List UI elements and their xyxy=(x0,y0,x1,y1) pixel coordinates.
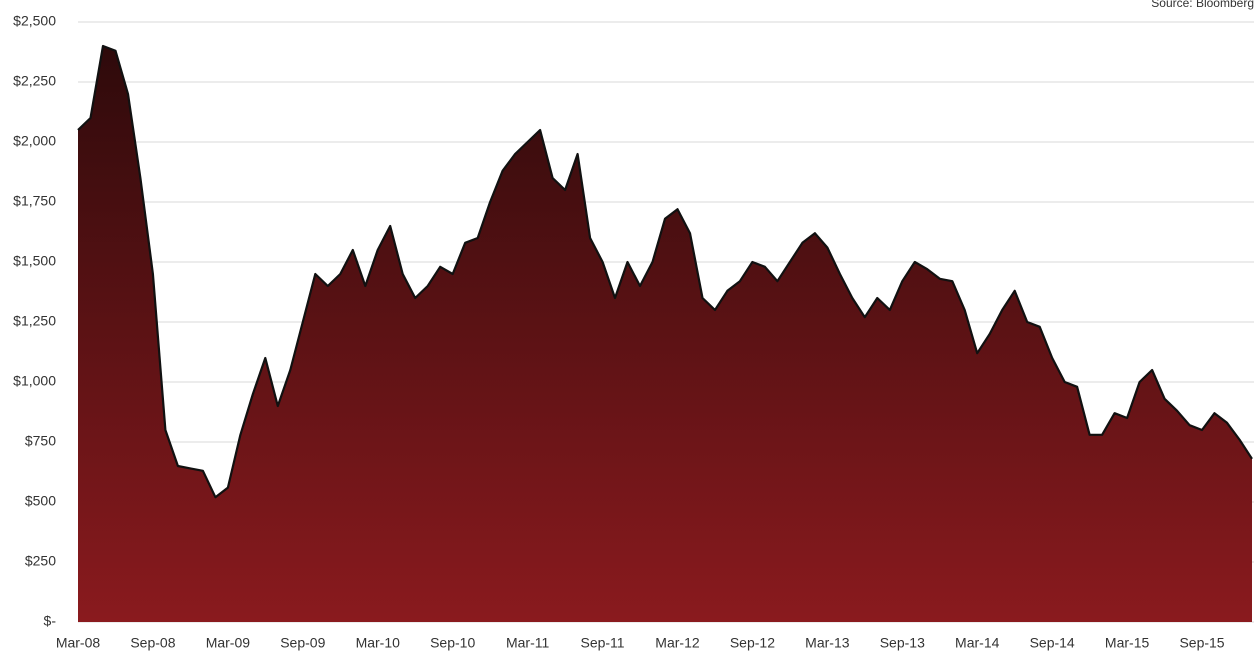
y-tick-label: $2,500 xyxy=(13,13,56,29)
x-tick-label: Mar-08 xyxy=(56,635,101,651)
x-tick-label: Sep-09 xyxy=(280,635,325,651)
line xyxy=(77,44,1253,499)
y-tick-label: $500 xyxy=(25,493,56,509)
source-note: Source: Bloomberg xyxy=(1151,0,1254,10)
y-tick-label: $1,500 xyxy=(13,253,56,269)
x-tick-label: Sep-13 xyxy=(880,635,925,651)
y-tick-label: $2,250 xyxy=(13,73,56,89)
y-tick-label: $1,750 xyxy=(13,193,56,209)
x-tick-label: Sep-08 xyxy=(130,635,175,651)
x-tick-label: Mar-12 xyxy=(655,635,700,651)
y-tick-label: $1,000 xyxy=(13,373,56,389)
area xyxy=(78,46,1252,622)
x-tick-label: Sep-15 xyxy=(1179,635,1224,651)
x-tick-label: Mar-15 xyxy=(1105,635,1150,651)
x-tick-label: Mar-10 xyxy=(356,635,401,651)
x-tick-label: Sep-12 xyxy=(730,635,775,651)
y-tick-label: $2,000 xyxy=(13,133,56,149)
x-tick-label: Sep-10 xyxy=(430,635,475,651)
y-tick-label: $1,250 xyxy=(13,313,56,329)
y-tick-label: $750 xyxy=(25,433,56,449)
x-tick-label: Mar-14 xyxy=(955,635,1000,651)
x-tick-label: Sep-14 xyxy=(1030,635,1075,651)
x-tick-label: Mar-09 xyxy=(206,635,251,651)
y-tick-label: $250 xyxy=(25,553,56,569)
x-tick-label: Sep-11 xyxy=(580,635,624,651)
x-tick-label: Mar-11 xyxy=(506,635,550,651)
x-tick-label: Mar-13 xyxy=(805,635,850,651)
y-tick-label: $- xyxy=(44,613,57,629)
